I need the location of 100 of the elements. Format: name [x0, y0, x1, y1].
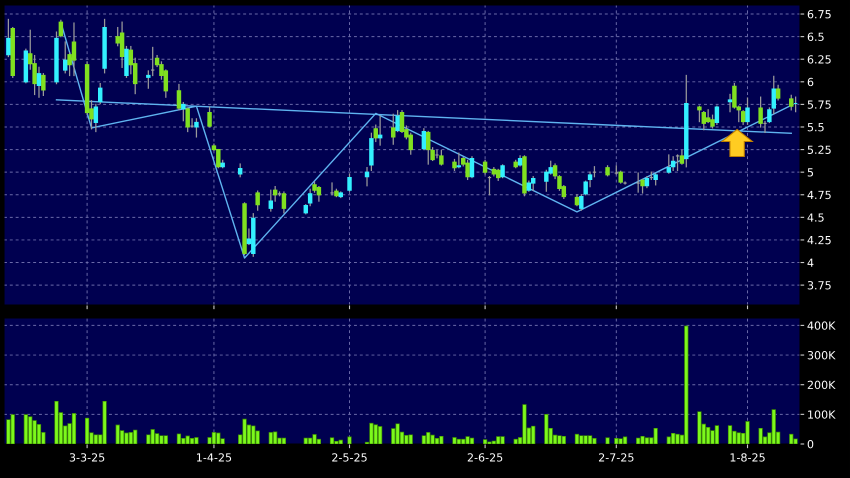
- bar: [728, 425, 732, 444]
- candlestick: [605, 165, 610, 176]
- bar: [557, 435, 562, 444]
- bar: [212, 432, 216, 444]
- candlestick: [378, 116, 382, 146]
- bar: [514, 438, 518, 444]
- bar: [426, 432, 430, 444]
- candlestick: [94, 104, 98, 132]
- candlestick: [36, 66, 42, 98]
- bar: [736, 432, 741, 444]
- bar: [330, 437, 334, 444]
- candlestick: [63, 41, 68, 74]
- bar: [194, 437, 199, 444]
- bar: [461, 438, 466, 444]
- bar: [374, 424, 378, 444]
- y-tick-label: 6.25: [808, 55, 831, 64]
- bar: [242, 418, 247, 444]
- x-tick-label: 1-4-25: [197, 453, 232, 462]
- bar: [522, 404, 527, 444]
- bar: [772, 409, 776, 444]
- candlestick: [653, 173, 658, 186]
- bar: [312, 434, 317, 444]
- candlestick: [500, 164, 505, 178]
- bar: [124, 432, 129, 444]
- candlestick: [776, 84, 780, 101]
- bar: [675, 434, 680, 444]
- y-tick-label: 3.75: [808, 281, 831, 290]
- candlestick: [439, 150, 444, 166]
- bar: [176, 434, 182, 444]
- bar: [574, 434, 580, 444]
- bar: [439, 436, 444, 444]
- y-tick-label: 200K: [808, 380, 836, 390]
- y-tick-label: 400K: [807, 321, 836, 330]
- y-tick-label: 6.75: [808, 10, 831, 18]
- bar: [592, 438, 597, 444]
- x-tick-label: 2-5-25: [332, 453, 367, 462]
- candlestick: [518, 155, 522, 166]
- candlestick: [268, 190, 274, 212]
- bar: [452, 437, 457, 444]
- x-tick-label: 2-6-25: [468, 453, 502, 462]
- y-tick-label: 4: [807, 258, 814, 267]
- bar: [190, 438, 194, 444]
- bar: [758, 428, 763, 444]
- candlestick: [745, 97, 750, 125]
- y-tick-label: 5.75: [808, 100, 831, 109]
- candlestick: [470, 156, 474, 178]
- bar: [282, 438, 286, 444]
- candlestick: [456, 152, 462, 168]
- bar: [164, 435, 168, 444]
- candlestick: [98, 82, 102, 104]
- bar: [789, 434, 794, 444]
- candlestick: [482, 160, 488, 175]
- bar: [640, 436, 645, 444]
- bar: [745, 421, 750, 444]
- bar: [408, 434, 413, 444]
- bar: [159, 435, 164, 444]
- bar: [470, 438, 474, 444]
- bar: [54, 400, 59, 444]
- y-tick-label: 6.5: [808, 32, 824, 42]
- bar: [154, 433, 160, 444]
- bar: [85, 418, 90, 444]
- bar: [714, 425, 719, 444]
- bar: [338, 440, 343, 444]
- bar: [562, 436, 566, 444]
- y-tick-label: 4.75: [807, 190, 831, 200]
- candlestick: [574, 194, 580, 206]
- candlestick: [347, 173, 352, 192]
- x-tick-label: 2-7-25: [598, 453, 634, 462]
- candlestick: [207, 106, 212, 128]
- candlestick: [6, 18, 11, 58]
- candlestick: [194, 118, 199, 138]
- candlestick: [714, 106, 720, 125]
- bar: [28, 416, 32, 444]
- bar: [684, 326, 688, 444]
- bar: [636, 438, 640, 444]
- x-tick-label: 1-8-25: [730, 453, 765, 462]
- candlestick: [72, 22, 76, 76]
- y-tick-label: 6: [808, 78, 814, 86]
- bar: [500, 436, 505, 444]
- bar: [434, 438, 440, 444]
- y-tick-label: 100K: [808, 410, 836, 419]
- bar: [697, 411, 702, 444]
- bar: [36, 424, 42, 444]
- candlestick: [666, 154, 672, 174]
- bar: [116, 424, 120, 444]
- bar: [72, 413, 76, 444]
- y-tick-label: 300K: [808, 351, 836, 360]
- bar: [588, 435, 592, 444]
- candlestick: [697, 106, 702, 122]
- y-tick-label: 5.25: [808, 146, 831, 154]
- y-tick-label: 5.5: [808, 123, 824, 132]
- x-tick-label: 3-3-25: [70, 453, 104, 462]
- y-tick-label: 4.25: [807, 236, 831, 244]
- bar: [622, 436, 628, 444]
- bar: [644, 437, 650, 444]
- candlestick: [530, 176, 536, 191]
- candlestick: [364, 167, 370, 186]
- bar: [102, 400, 107, 444]
- candlestick: [465, 160, 470, 180]
- bar: [483, 439, 488, 444]
